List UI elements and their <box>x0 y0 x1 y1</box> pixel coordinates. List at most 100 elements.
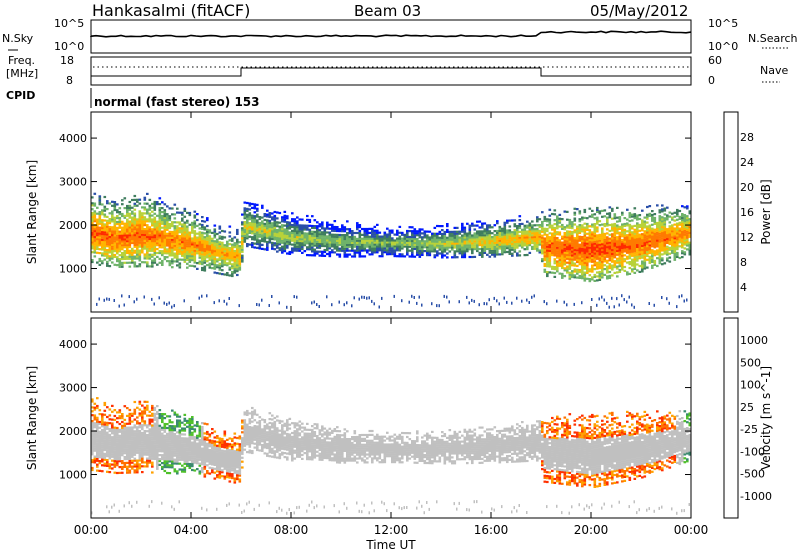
power-echo-cell <box>233 236 237 239</box>
power-echo-cell <box>528 301 530 304</box>
power-echo-cell <box>523 240 527 243</box>
noise-right-tick-top: 10^5 <box>708 17 738 30</box>
power-echo-cell <box>333 239 337 242</box>
power-echo-cell <box>271 224 274 227</box>
power-echo-cell <box>576 245 579 248</box>
power-echo-cell <box>363 227 367 231</box>
power-echo-cell <box>98 259 102 263</box>
power-echo-cell <box>96 232 99 235</box>
power-echo-cell <box>203 236 207 239</box>
power-echo-cell <box>161 259 164 263</box>
power-echo-cell <box>111 234 114 237</box>
power-echo-cell <box>213 259 217 262</box>
freq-line <box>91 67 691 77</box>
power-echo-cell <box>368 241 372 244</box>
power-echo-cell <box>686 217 689 220</box>
power-echo-cell <box>673 243 677 246</box>
power-echo-cell <box>653 261 657 265</box>
vel-echo-cell <box>101 434 104 438</box>
power-echo-cell <box>208 245 212 248</box>
power-echo-cell <box>201 259 204 262</box>
power-echo-cell <box>641 262 644 265</box>
power-echo-cell <box>541 234 544 237</box>
power-echo-cell <box>248 222 252 225</box>
power-echo-cell <box>536 237 539 240</box>
power-echo-cell <box>246 209 249 212</box>
power-echo-cell <box>371 299 373 303</box>
noise-left-label: N.Sky <box>2 32 34 45</box>
power-echo-cell <box>576 229 579 232</box>
power-echo-cell <box>508 229 512 232</box>
power-echo-cell <box>543 233 547 236</box>
power-echo-cell <box>183 221 187 224</box>
power-echo-cell <box>178 229 182 232</box>
power-echo-cell <box>636 263 639 266</box>
power-echo-cell <box>678 256 682 260</box>
power-echo-cell <box>641 256 644 259</box>
power-echo-cell <box>283 242 287 245</box>
power-echo-cell <box>138 251 142 254</box>
power-echo-cell <box>641 233 644 236</box>
power-echo-cell <box>253 207 257 210</box>
power-echo-cell <box>611 254 614 257</box>
power-echo-cell <box>553 254 557 257</box>
power-echo-cell <box>236 273 239 277</box>
power-echo-cell <box>648 226 652 229</box>
power-echo-cell <box>413 243 417 246</box>
power-echo-cell <box>491 236 494 239</box>
power-echo-cell <box>303 234 307 237</box>
power-echo-cell <box>543 219 547 222</box>
power-echo-cell <box>418 242 422 245</box>
power-echo-cell <box>201 225 204 228</box>
power-echo-cell <box>231 243 234 246</box>
power-echo-cell <box>103 231 107 234</box>
power-echo-cell <box>298 218 302 221</box>
vel-echo-cell <box>98 430 102 433</box>
power-echo-cell <box>633 252 637 255</box>
power-echo-cell <box>143 229 147 233</box>
power-echo-cell <box>191 249 194 252</box>
power-echo-cell <box>156 242 159 245</box>
power-echo-cell <box>328 223 332 226</box>
power-echo-cell <box>226 244 229 247</box>
power-echo-cell <box>241 231 244 234</box>
power-echo-cell <box>548 247 552 250</box>
power-echo-cell <box>533 230 537 233</box>
power-echo-cell <box>386 239 389 242</box>
power-echo-cell <box>418 253 422 256</box>
power-echo-cell <box>363 231 367 234</box>
power-echo-cell <box>186 235 189 238</box>
power-echo-cell <box>196 213 199 216</box>
power-echo-cell <box>551 248 554 251</box>
vel-echo-cell <box>128 465 132 468</box>
power-echo-cell <box>493 241 497 244</box>
power-echo-cell <box>133 249 137 252</box>
power-echo-cell <box>106 254 109 258</box>
power-echo-cell <box>388 251 392 254</box>
power-echo-cell <box>556 227 559 230</box>
power-echo-cell <box>661 227 664 231</box>
power-echo-cell <box>553 260 557 263</box>
power-echo-cell <box>126 246 129 249</box>
power-echo-cell <box>201 223 204 227</box>
vel-echo-cell <box>121 450 124 453</box>
power-echo-cell <box>493 296 495 300</box>
power-echo-cell <box>453 226 457 229</box>
power-echo-cell <box>131 230 134 233</box>
power-echo-cell <box>653 213 657 216</box>
power-echo-cell <box>198 237 202 240</box>
power-echo-cell <box>531 238 534 241</box>
vel-echo-cell <box>126 448 129 451</box>
power-echo-cell <box>346 232 349 235</box>
power-echo-cell <box>661 239 664 242</box>
power-echo-cell <box>561 257 564 260</box>
power-echo-cell <box>203 251 207 254</box>
power-echo-cell <box>93 247 97 250</box>
power-echo-cell <box>206 244 209 247</box>
power-echo-cell <box>593 254 597 257</box>
power-echo-cell <box>478 220 482 223</box>
power-echo-cell <box>333 220 337 223</box>
power-echo-cell <box>131 249 134 252</box>
power-echo-cell <box>631 233 634 236</box>
power-echo-cell <box>233 265 237 268</box>
